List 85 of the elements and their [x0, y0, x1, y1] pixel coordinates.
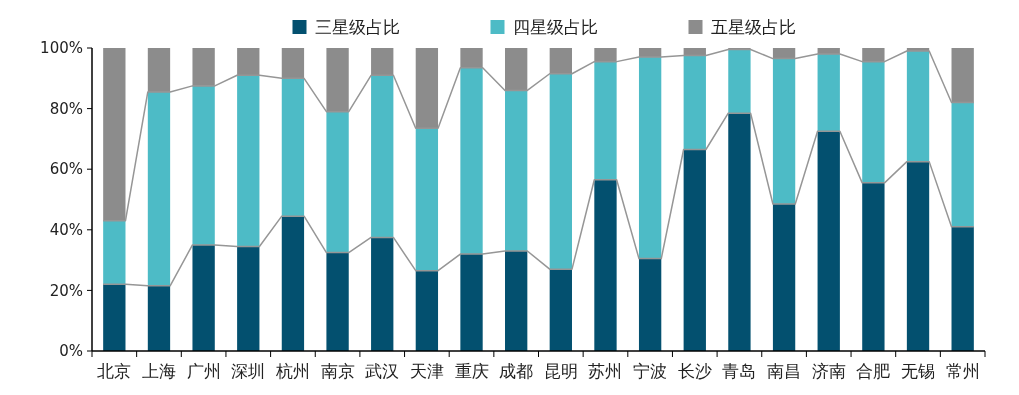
bar [192, 48, 215, 86]
bar [326, 48, 349, 112]
bar [951, 102, 974, 227]
x-tick-label: 深圳 [231, 361, 266, 381]
bar [594, 61, 617, 180]
x-tick-label: 长沙 [677, 361, 712, 381]
bar [371, 237, 394, 351]
bar [326, 111, 349, 253]
bar [192, 85, 215, 245]
bar [683, 48, 706, 56]
bar [505, 90, 528, 252]
bar [951, 226, 974, 351]
bar [460, 254, 483, 351]
bar [772, 58, 796, 205]
x-tick-label: 济南 [811, 361, 846, 381]
bar [549, 73, 572, 270]
bar [505, 48, 528, 91]
x-tick-label: 天津 [409, 361, 444, 381]
bar [192, 244, 215, 351]
x-tick-label: 常州 [945, 361, 980, 381]
bar [237, 75, 260, 247]
y-tick-label: 40% [49, 221, 83, 240]
bar [817, 131, 840, 351]
bar [906, 51, 930, 162]
bar [147, 285, 171, 351]
bar [237, 48, 260, 76]
bar [505, 251, 528, 351]
bar [638, 258, 662, 351]
bar [147, 48, 171, 92]
bar [237, 246, 260, 351]
bar [683, 55, 706, 150]
x-tick-label: 合肥 [856, 361, 891, 381]
x-tick-label: 北京 [97, 361, 132, 381]
x-tick-label: 南昌 [767, 361, 802, 381]
x-tick-label: 昆明 [543, 361, 578, 381]
legend-label: 四星级占比 [512, 16, 598, 37]
x-tick-label: 广州 [186, 361, 221, 381]
bar [103, 48, 126, 221]
bar [415, 48, 439, 129]
bar [549, 48, 572, 74]
bar [772, 204, 796, 351]
bar [594, 48, 617, 62]
bar [103, 284, 126, 351]
bar [594, 179, 617, 351]
bar [862, 182, 885, 351]
bar [281, 216, 305, 351]
bar [683, 149, 706, 351]
bar [728, 49, 751, 114]
x-tick-label: 上海 [141, 361, 176, 381]
bar [862, 48, 885, 62]
legend-label: 五星级占比 [710, 16, 796, 37]
x-tick-label: 杭州 [274, 361, 310, 381]
bar [549, 269, 572, 351]
bar [415, 270, 439, 351]
y-tick-label: 0% [59, 342, 83, 361]
legend-label: 三星级占比 [314, 16, 400, 37]
y-tick-label: 100% [40, 39, 83, 58]
x-tick-label: 武汉 [365, 361, 400, 381]
bar [951, 48, 974, 103]
bar [460, 48, 483, 68]
bar [772, 48, 796, 59]
x-tick-label: 苏州 [588, 361, 623, 381]
bar [906, 161, 930, 351]
x-tick-label: 宁波 [633, 361, 668, 381]
x-tick-label: 重庆 [454, 361, 489, 381]
bar [281, 48, 305, 79]
bar [326, 252, 349, 351]
bar [281, 78, 305, 217]
x-tick-label: 成都 [499, 361, 534, 381]
x-tick-label: 无锡 [901, 361, 936, 381]
bar [862, 61, 885, 183]
bar [103, 220, 126, 285]
bar [371, 75, 394, 238]
bar [415, 128, 439, 271]
bar [460, 67, 483, 255]
bar [728, 113, 751, 351]
bar [371, 48, 394, 76]
y-tick-label: 60% [49, 160, 83, 179]
bar [147, 91, 171, 286]
x-tick-label: 南京 [320, 361, 355, 381]
x-tick-label: 青岛 [722, 361, 757, 381]
y-tick-label: 80% [49, 99, 83, 118]
bar [638, 57, 662, 259]
bar [817, 54, 840, 132]
y-tick-label: 20% [49, 281, 83, 300]
